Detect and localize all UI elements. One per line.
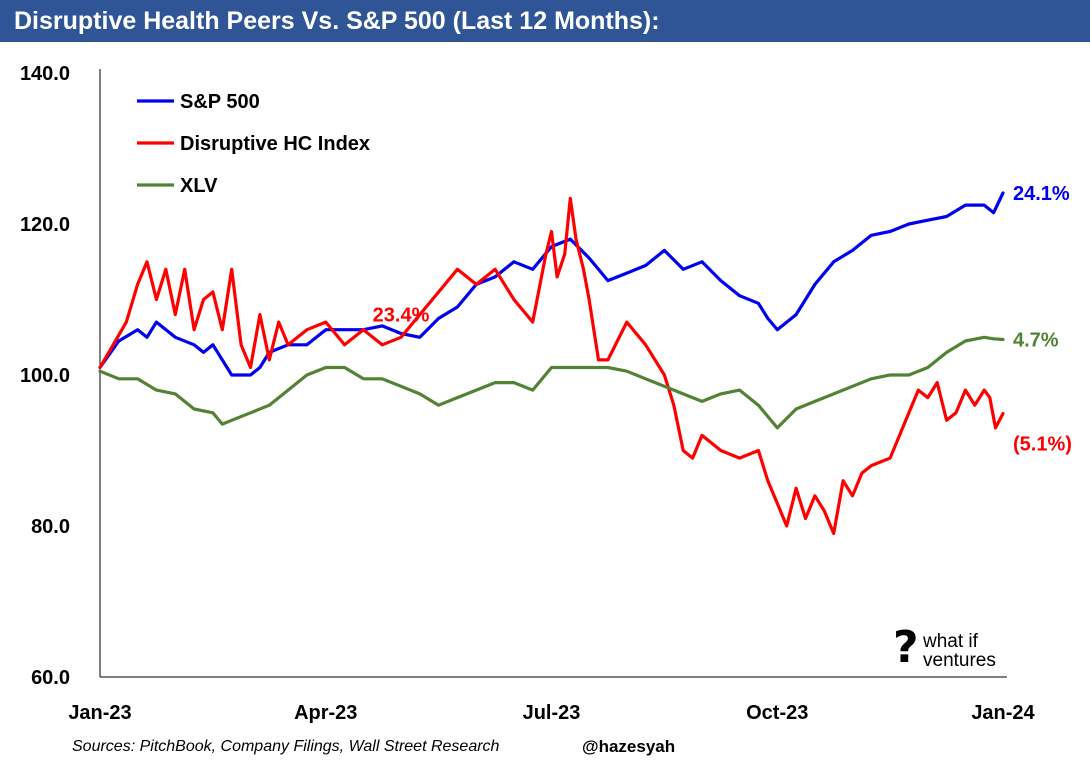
y-tick-label: 140.0 (20, 63, 70, 85)
legend-label: S&P 500 (180, 91, 260, 113)
x-tick-label: Jan-24 (971, 702, 1035, 724)
x-tick-label: Jul-23 (523, 702, 581, 724)
end-value-label: 4.7% (1013, 330, 1059, 352)
legend-label: XLV (180, 175, 218, 197)
end-value-label: 24.1% (1013, 183, 1070, 205)
y-tick-label: 60.0 (31, 667, 70, 689)
y-tick-label: 80.0 (31, 516, 70, 538)
x-tick-label: Apr-23 (294, 702, 357, 724)
end-value-label: (5.1%) (1013, 434, 1072, 456)
y-tick-label: 120.0 (20, 214, 70, 236)
logo-text-line1: what if (923, 631, 978, 652)
logo-text-line2: ventures (923, 650, 996, 671)
author-handle: @hazesyah (582, 737, 676, 756)
x-tick-label: Jan-23 (68, 702, 131, 724)
series-line-3 (98, 335, 1005, 430)
peak-value-label: 23.4% (373, 304, 430, 326)
chart-title: Disruptive Health Peers Vs. S&P 500 (Las… (0, 0, 1090, 42)
what-if-ventures-logo: ? what if ventures (893, 622, 1013, 674)
series-line-1 (98, 191, 1005, 377)
legend-label: Disruptive HC Index (180, 133, 370, 155)
question-mark-icon: ? (893, 622, 919, 673)
y-tick-label: 100.0 (20, 365, 70, 387)
sources-note: Sources: PitchBook, Company Filings, Wal… (72, 738, 500, 755)
x-tick-label: Oct-23 (746, 702, 808, 724)
series-line-2 (98, 196, 1005, 536)
